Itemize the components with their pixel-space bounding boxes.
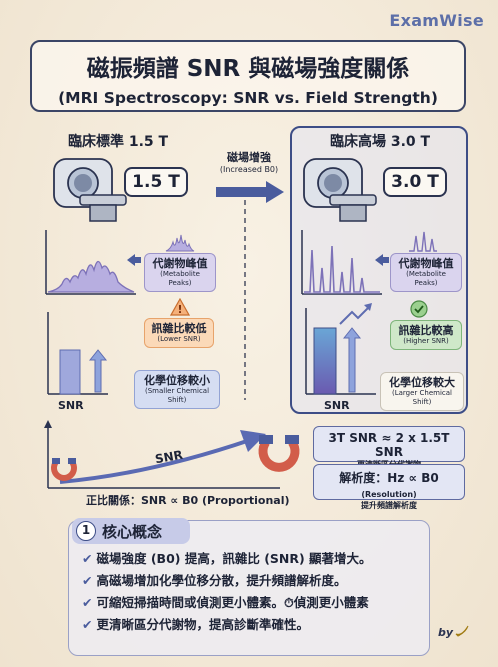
concept-item-text: 可縮短掃描時間或偵測更小體素。⏱偵測更小體素 [96, 595, 369, 610]
concept-number-badge: 1 [76, 521, 96, 541]
metabolite-peaks-tag-1-5t: 代謝物峰值 (Metabolite Peaks) [144, 253, 216, 292]
higher-snr-sub: (Higher SNR) [403, 337, 449, 345]
lower-snr-main: 訊雜比較低 [151, 322, 207, 335]
magnet-icon [258, 435, 300, 472]
field-strength-badge-3t: 3.0 T [383, 167, 447, 197]
snr-ratio-text: 3T SNR ≈ 2 x 1.5T SNR [328, 431, 450, 459]
mri-scanner-icon [303, 158, 377, 222]
resolution-box: 解析度：Hz ∝ B0 (Resolution) 提升頻譜解析度 [313, 464, 465, 510]
svg-text:!: ! [177, 303, 182, 316]
title-english: (MRI Spectroscopy: SNR vs. Field Strengt… [58, 89, 438, 107]
larger-shift-main: 化學位移較大 [389, 376, 455, 389]
check-icon: ✔ [82, 617, 93, 632]
concept-item: ✔ 可縮短掃描時間或偵測更小體素。⏱偵測更小體素 [82, 592, 369, 611]
check-icon: ✔ [82, 573, 93, 588]
increased-b0-label: 磁場增強 (Increased B0) [208, 149, 290, 174]
field-strength-badge-1-5t: 1.5 T [124, 167, 188, 197]
magnet-icon [51, 458, 77, 481]
checkmark-icon [410, 300, 428, 318]
concept-item-text: 高磁場增加化學位移分散，提升頻譜解析度。 [96, 573, 347, 588]
title-chinese: 磁振頻譜 SNR 與磁場強度關係 [86, 56, 410, 82]
metabolite-peaks-sub: (Metabolite Peaks) [406, 270, 446, 287]
signature: by [438, 626, 454, 639]
peak-glyph-icon [409, 231, 437, 252]
metabolite-peaks-main: 代謝物峰值 [398, 257, 454, 270]
center-divider [244, 200, 246, 400]
concept-title: 核心概念 [102, 523, 163, 541]
snr-axis-label-1-5t: SNR [58, 399, 84, 412]
core-concepts-heading: 1 核心概念 [72, 518, 190, 544]
higher-snr-main: 訊雜比較高 [398, 324, 454, 337]
larger-shift-sub: (Larger Chemical Shift) [391, 389, 452, 406]
peak-glyph-icon [165, 234, 195, 252]
smaller-shift-tag: 化學位移較小 (Smaller Chemical Shift) [134, 370, 220, 409]
snr-axis-label-3t: SNR [324, 399, 350, 412]
lower-snr-tag: 訊雜比較低 (Lower SNR) [144, 318, 214, 348]
metabolite-peaks-main: 代謝物峰值 [152, 257, 208, 270]
resolution-sub: 提升頻譜解析度 [361, 501, 417, 510]
right-arrow-icon [216, 181, 284, 203]
increased-b0-sub: (Increased B0) [219, 165, 279, 174]
concept-item-text: 更清晰區分代謝物，提高診斷準確性。 [96, 617, 309, 632]
brand-logo: ExamWise [389, 11, 484, 30]
larger-shift-tag: 化學位移較大 (Larger Chemical Shift) [380, 372, 464, 411]
left-arrow-icon [375, 254, 389, 266]
smaller-shift-main: 化學位移較小 [144, 374, 210, 387]
snr-ratio-box: 3T SNR ≈ 2 x 1.5T SNR 更清晰區分代謝物 [313, 426, 465, 469]
snr-bar-plot-1-5t [47, 312, 108, 395]
left-arrow-icon [127, 254, 141, 266]
check-icon: ✔ [82, 551, 93, 566]
metabolite-peaks-tag-3t: 代謝物峰值 (Metabolite Peaks) [390, 253, 462, 292]
spectrum-plot-1-5t [45, 230, 136, 295]
smaller-shift-sub: (Smaller Chemical Shift) [144, 387, 210, 404]
resolution-main-small: (Resolution) [361, 490, 417, 499]
check-icon: ✔ [82, 595, 93, 610]
title-box: 磁振頻譜 SNR 與磁場強度關係 (MRI Spectroscopy: SNR … [30, 40, 466, 112]
snr-bar-plot-3t [305, 303, 376, 395]
increased-b0-main: 磁場增強 [227, 151, 271, 164]
resolution-text: 解析度：Hz ∝ B0 (Resolution) [314, 469, 464, 500]
warning-icon: ! [170, 298, 190, 316]
left-panel-heading: 臨床標準 1.5 T [68, 134, 169, 150]
lower-snr-sub: (Lower SNR) [157, 335, 201, 343]
proportional-caption: 正比關係：SNR ∝ B0 (Proportional) [86, 494, 290, 507]
metabolite-peaks-sub: (Metabolite Peaks) [160, 270, 200, 287]
concept-item-text: 磁場強度 (B0) 提高，訊雜比 (SNR) 顯著增大。 [96, 551, 372, 566]
spectrum-plot-3t [301, 230, 382, 295]
core-concepts-box [68, 520, 430, 656]
concept-item: ✔ 磁場強度 (B0) 提高，訊雜比 (SNR) 顯著增大。 [82, 548, 372, 567]
right-panel-heading: 臨床高場 3.0 T [330, 134, 431, 150]
concept-item: ✔ 更清晰區分代謝物，提高診斷準確性。 [82, 614, 309, 633]
higher-snr-tag: 訊雜比較高 (Higher SNR) [390, 320, 462, 350]
resolution-main: 解析度：Hz ∝ B0 [339, 471, 439, 485]
concept-item: ✔ 高磁場增加化學位移分散，提升頻譜解析度。 [82, 570, 347, 589]
mri-scanner-icon [53, 158, 127, 222]
banana-icon [455, 625, 469, 637]
